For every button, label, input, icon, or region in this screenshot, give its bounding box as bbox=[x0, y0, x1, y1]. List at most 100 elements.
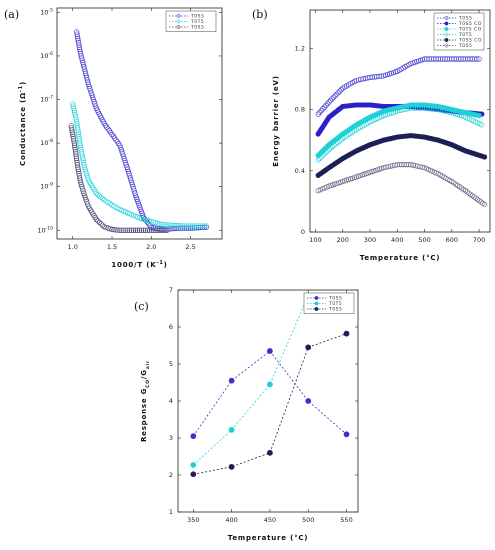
data-point-0 bbox=[228, 377, 235, 384]
data-point-2 bbox=[127, 227, 133, 233]
data-point-0 bbox=[150, 225, 156, 231]
data-point-0 bbox=[324, 101, 331, 107]
y-tick-base: 10 bbox=[40, 139, 48, 147]
data-point-0 bbox=[108, 129, 114, 136]
data-point-1 bbox=[172, 222, 178, 229]
data-point-1 bbox=[168, 222, 174, 228]
data-point-1 bbox=[95, 191, 101, 198]
legend-marker bbox=[314, 307, 319, 311]
series-line-2 bbox=[193, 333, 347, 475]
y-tick-label: 0.4 bbox=[295, 167, 305, 175]
y-tick-label: 2 bbox=[169, 471, 173, 479]
data-point-1 bbox=[186, 223, 192, 229]
data-point-1 bbox=[182, 223, 188, 229]
data-point-2 bbox=[115, 227, 121, 233]
data-point-2 bbox=[129, 227, 135, 233]
data-point-3 bbox=[331, 142, 337, 148]
x-tick-label: 200 bbox=[337, 236, 349, 244]
data-point-0 bbox=[329, 96, 335, 102]
panel-label-2: (c) bbox=[134, 300, 149, 313]
legend-marker bbox=[444, 38, 449, 42]
data-point-1 bbox=[174, 223, 180, 229]
data-point-0 bbox=[109, 131, 115, 137]
y-tick-base: 10 bbox=[40, 8, 48, 16]
data-point-1 bbox=[150, 219, 156, 225]
y-tick-label: 10-7 bbox=[40, 95, 53, 104]
y-axis-label-end: ) bbox=[19, 81, 27, 85]
data-point-2 bbox=[158, 227, 164, 233]
series-line-0 bbox=[192, 350, 347, 437]
data-point-0 bbox=[115, 140, 122, 147]
data-point-1 bbox=[193, 223, 200, 229]
data-point-3 bbox=[317, 155, 323, 162]
data-point-5 bbox=[478, 199, 484, 205]
plot-frame-1 bbox=[309, 9, 491, 233]
data-point-1 bbox=[144, 217, 150, 224]
data-point-5 bbox=[481, 201, 488, 208]
data-point-3 bbox=[336, 138, 342, 144]
y-tick-exp: -5 bbox=[49, 7, 54, 13]
data-point-0 bbox=[267, 348, 273, 354]
legend-marker bbox=[444, 16, 449, 20]
y-tick-label: 0.8 bbox=[295, 106, 305, 114]
legend-label: T0S5 bbox=[328, 296, 342, 302]
x-axis-label: Temperature (°C) bbox=[360, 254, 441, 262]
data-point-0 bbox=[338, 87, 344, 93]
legend-label: T0T5 bbox=[190, 19, 204, 25]
data-point-1 bbox=[146, 218, 152, 224]
y-tick-label: 10-9 bbox=[40, 182, 53, 191]
x-axis-label: 1000/T (K-1) bbox=[111, 260, 167, 269]
series-line-1 bbox=[193, 295, 309, 466]
legend-marker bbox=[444, 21, 449, 26]
data-point-1 bbox=[140, 216, 147, 222]
data-point-1 bbox=[191, 223, 198, 229]
data-point-5 bbox=[480, 200, 486, 206]
y-tick-base: 10 bbox=[37, 226, 45, 234]
data-point-0 bbox=[476, 56, 482, 62]
y-axis-label-sub2: air bbox=[145, 360, 151, 369]
panel-label-0: (a) bbox=[4, 8, 19, 21]
data-point-3 bbox=[329, 144, 336, 150]
legend-box-1 bbox=[433, 12, 485, 51]
data-point-5 bbox=[464, 189, 470, 195]
x-axis-label-end: ) bbox=[164, 261, 168, 269]
data-point-0 bbox=[113, 137, 119, 143]
data-point-1 bbox=[93, 190, 99, 196]
y-axis-label-text: Energy barrier (eV) bbox=[272, 75, 280, 166]
legend-marker bbox=[444, 27, 449, 31]
data-point-5 bbox=[476, 198, 482, 204]
data-point-2 bbox=[111, 227, 117, 233]
legend-label: T0S5 bbox=[190, 14, 204, 20]
y-tick-label: 10-6 bbox=[40, 51, 53, 60]
data-point-1 bbox=[164, 222, 170, 228]
data-point-0 bbox=[474, 56, 480, 62]
x-tick-label: 500 bbox=[302, 516, 314, 524]
data-point-3 bbox=[328, 145, 334, 151]
legend-label: T0S5 bbox=[458, 16, 472, 22]
data-point-1 bbox=[162, 222, 168, 228]
data-point-1 bbox=[166, 222, 172, 228]
data-point-1 bbox=[180, 223, 186, 229]
data-point-2 bbox=[162, 227, 168, 233]
x-axis-label-text: 1000/T (K bbox=[111, 261, 156, 269]
data-point-2 bbox=[228, 463, 235, 470]
data-point-2 bbox=[132, 227, 139, 233]
data-point-2 bbox=[140, 227, 147, 233]
data-point-0 bbox=[104, 124, 110, 130]
x-tick-label: 2.0 bbox=[146, 243, 156, 251]
data-point-0 bbox=[101, 120, 107, 127]
y-tick-base: 10 bbox=[40, 52, 48, 60]
data-point-0 bbox=[105, 126, 111, 132]
data-point-5 bbox=[462, 188, 469, 194]
data-point-0 bbox=[315, 111, 321, 117]
y-axis-label-text: Response G bbox=[140, 388, 148, 442]
data-point-2 bbox=[146, 227, 152, 233]
data-point-0 bbox=[335, 90, 341, 96]
y-tick-exp: -7 bbox=[49, 95, 54, 101]
data-point-1 bbox=[199, 223, 205, 229]
y-axis-label-sup: -1 bbox=[18, 85, 24, 92]
x-tick-label: 1.0 bbox=[68, 243, 78, 251]
x-tick-label: 1.5 bbox=[107, 243, 117, 251]
data-point-1 bbox=[189, 223, 196, 229]
